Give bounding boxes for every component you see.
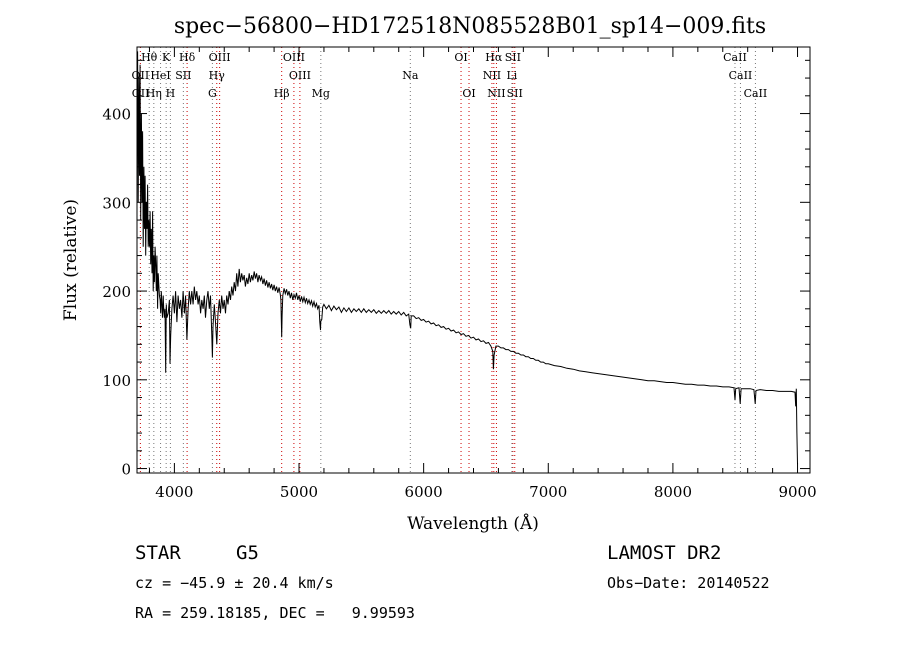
x-tick-label-1: 5000 [280,483,318,501]
y-axis-label: Flux (relative) [61,199,81,321]
line-label-17: CaII [729,69,753,82]
x-axis-label: Wavelength (Å) [407,513,539,534]
line-label-2: Hδ [179,51,196,64]
x-tick-label-4: 8000 [654,483,692,501]
object-type: STAR [135,542,181,564]
line-label-23: Mg [312,87,330,100]
x-tick-label-0: 4000 [155,483,193,501]
redshift-info: cz = −45.9 ± 20.4 km/s [135,574,334,592]
line-label-12: Hγ [209,69,226,82]
x-tick-label-2: 6000 [405,483,443,501]
line-label-21: G [208,87,217,100]
coordinates: RA = 259.18185, DEC = 9.99593 [135,604,415,622]
y-tick-label-0: 0 [121,461,131,479]
x-tick-label-5: 9000 [778,483,816,501]
chart-title: spec−56800−HD172518N085528B01_sp14−009.f… [174,14,766,39]
plot-frame [136,46,811,474]
line-label-26: SII [507,87,523,100]
line-label-6: Hα [485,51,503,64]
axes: 4000 5000 6000 7000 8000 9000 0 100 200 300 400 [102,47,817,501]
y-tick-label-4: 400 [102,106,131,124]
y-tick-label-1: 100 [102,372,131,390]
x-tick-label-3: 7000 [529,483,567,501]
line-label-20: H [166,87,176,100]
line-label-1: K [162,51,171,64]
line-label-16: Li [506,69,517,82]
line-label-4: OIII [283,51,305,64]
line-label-11: SII [175,69,191,82]
line-label-7: SII [505,51,521,64]
observation-date: Obs−Date: 20140522 [607,574,770,592]
line-label-14: Na [402,69,419,82]
line-label-13: OIII [289,69,311,82]
y-tick-label-3: 300 [102,194,131,212]
spectral-subclass: G5 [236,542,259,564]
line-label-19: Hη [146,87,162,100]
line-label-10: HeI [150,69,170,82]
survey-name: LAMOST DR2 [607,542,722,564]
line-label-27: CaII [744,87,768,100]
line-label-0: Hθ [141,51,158,64]
line-label-25: NII [487,87,505,100]
y-tick-label-2: 200 [102,283,131,301]
spectrum-plot: spec−56800−HD172518N085528B01_sp14−009.f… [61,14,817,534]
line-label-5: OI [454,51,467,64]
line-label-3: OIII [209,51,231,64]
line-label-24: OI [462,87,475,100]
line-label-22: Hβ [274,87,290,100]
spectrum-line [136,51,798,465]
line-label-15: NII [483,69,501,82]
line-label-8: CaII [723,51,747,64]
